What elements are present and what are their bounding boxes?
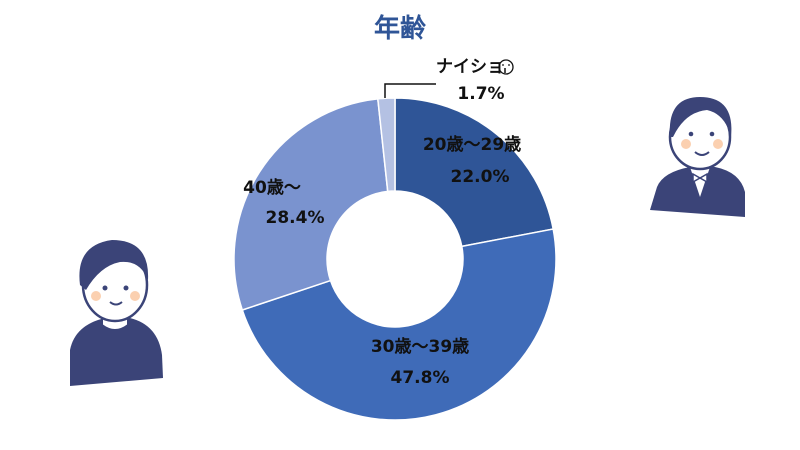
donut-slice-3 [376,97,396,193]
person-left-illustration [70,240,163,386]
person-right-illustration [650,97,745,217]
chart-title: 年齢 [373,14,426,44]
category-label-3: ナイショ [436,57,504,77]
donut-slice-2 [233,98,389,311]
donut-slice-1 [241,228,557,421]
leader-line [384,83,436,98]
shushing-face-icon [498,59,514,75]
value-label-2: 28.4% [266,208,325,228]
value-label-1: 47.8% [391,368,450,388]
category-label-0: 20歳～29歳 [423,134,521,155]
value-label-0: 22.0% [451,167,510,187]
value-label-3: 1.7% [457,84,504,104]
category-label-2: 40歳～ [243,177,301,198]
donut-slice-0 [394,97,555,248]
category-label-1: 30歳～39歳 [371,336,469,357]
